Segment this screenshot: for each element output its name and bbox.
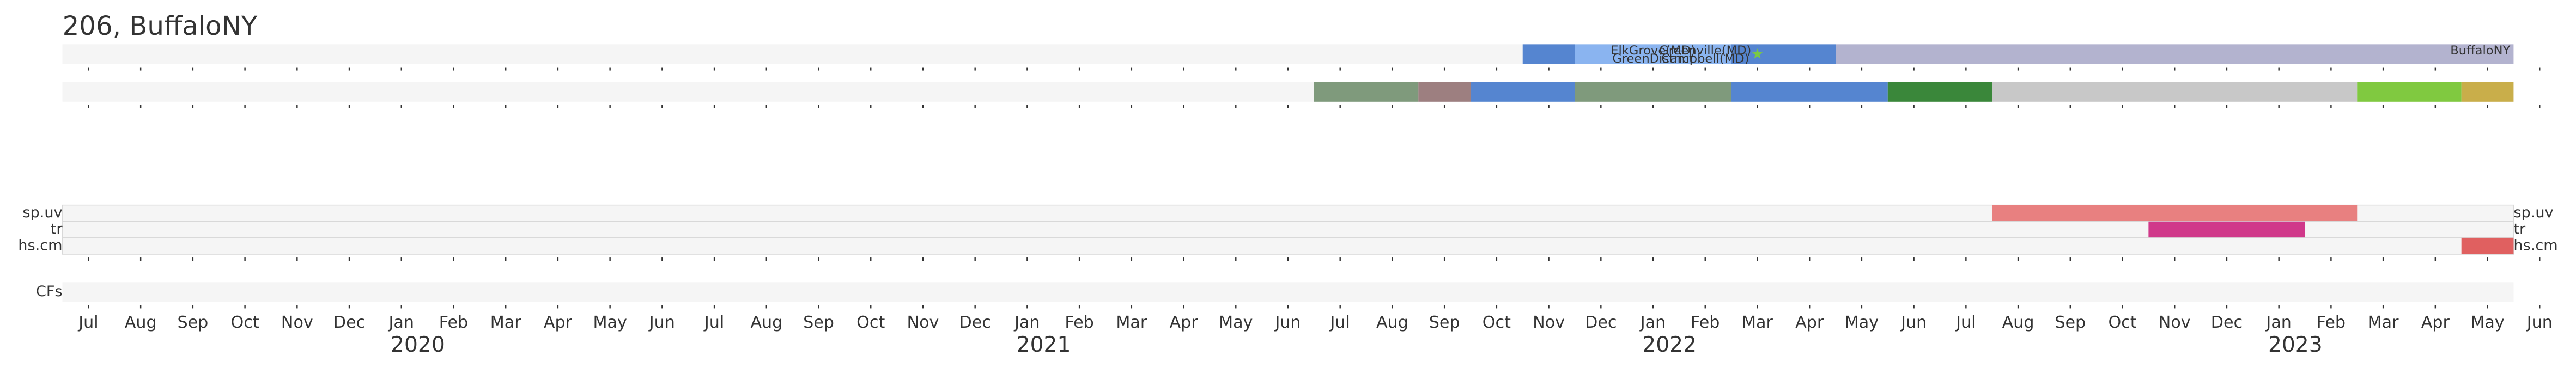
track-background bbox=[62, 221, 2514, 238]
x-tick-label: Jun bbox=[2526, 313, 2553, 332]
year-label: 2022 bbox=[1642, 333, 1697, 357]
x-tick-label: Jun bbox=[1274, 313, 1301, 332]
x-tick-label: Sep bbox=[2055, 313, 2086, 332]
x-tick-label: Jul bbox=[77, 313, 98, 332]
bar bbox=[2357, 82, 2462, 102]
x-tick-label: Jun bbox=[1900, 313, 1927, 332]
year-label: 2023 bbox=[2268, 333, 2323, 357]
bar bbox=[1418, 82, 1471, 102]
track-label-right: tr bbox=[2513, 220, 2526, 237]
x-tick-label: May bbox=[1845, 313, 1879, 332]
x-tick-label: Nov bbox=[907, 313, 939, 332]
x-tick-label: Apr bbox=[1169, 313, 1198, 332]
bar bbox=[1575, 82, 1731, 102]
track-background bbox=[62, 282, 2514, 302]
x-tick-label: Sep bbox=[177, 313, 208, 332]
x-tick-label: Jan bbox=[1639, 313, 1666, 332]
track-label-right: hs.cm bbox=[2513, 237, 2557, 254]
track-label: sp.uv bbox=[22, 204, 62, 221]
x-tick-label: May bbox=[1219, 313, 1253, 332]
bar bbox=[2461, 82, 2514, 102]
bar bbox=[1522, 44, 1575, 64]
x-tick-label: Mar bbox=[490, 313, 521, 332]
bar bbox=[1836, 44, 2514, 64]
year-label: 2021 bbox=[1017, 333, 1071, 357]
bar bbox=[2148, 221, 2305, 238]
x-tick-label: Jul bbox=[703, 313, 724, 332]
track-label: hs.cm bbox=[18, 237, 62, 254]
x-tick-label: Mar bbox=[2368, 313, 2399, 332]
marker-star bbox=[1752, 48, 1763, 59]
x-tick-label: Apr bbox=[2421, 313, 2450, 332]
x-tick-label: Aug bbox=[2002, 313, 2034, 332]
x-tick-label: Jun bbox=[648, 313, 675, 332]
bar bbox=[1471, 82, 1575, 102]
annotation: ElkGrove(MD) bbox=[1611, 44, 1696, 58]
x-tick-label: Dec bbox=[959, 313, 991, 332]
x-tick-label: Apr bbox=[544, 313, 573, 332]
x-tick-label: Dec bbox=[2211, 313, 2243, 332]
x-tick-label: Nov bbox=[1533, 313, 1565, 332]
annotation: GreenDistrict bbox=[1612, 52, 1694, 66]
bar bbox=[2461, 237, 2514, 255]
track-label-right: sp.uv bbox=[2513, 204, 2553, 221]
track-background bbox=[62, 237, 2514, 255]
x-tick-label: Oct bbox=[231, 313, 259, 332]
bar bbox=[1992, 82, 2358, 102]
x-tick-label: Oct bbox=[1483, 313, 1511, 332]
bar bbox=[1731, 44, 1836, 64]
x-tick-label: Nov bbox=[281, 313, 313, 332]
x-tick-label: Sep bbox=[803, 313, 834, 332]
x-tick-label: Jan bbox=[2265, 313, 2291, 332]
bar bbox=[1575, 44, 1731, 64]
x-tick-label: Aug bbox=[750, 313, 782, 332]
x-tick-label: Aug bbox=[125, 313, 157, 332]
bar bbox=[1887, 82, 1992, 102]
x-tick-label: May bbox=[593, 313, 627, 332]
x-tick-label: Nov bbox=[2159, 313, 2191, 332]
x-tick-label: Jan bbox=[1013, 313, 1040, 332]
year-label: 2020 bbox=[391, 333, 445, 357]
x-tick-label: Mar bbox=[1742, 313, 1773, 332]
bar bbox=[1992, 205, 2358, 222]
x-tick-label: May bbox=[2470, 313, 2504, 332]
x-tick-label: Oct bbox=[2108, 313, 2136, 332]
x-tick-label: Feb bbox=[439, 313, 468, 332]
x-tick-label: Sep bbox=[1429, 313, 1460, 332]
annotation: Greenville(MD) bbox=[1659, 44, 1751, 58]
x-tick-label: Jul bbox=[1955, 313, 1976, 332]
chart-body: 206, BuffaloNY BuffaloNY ElkGrove(MD)Gree… bbox=[18, 11, 2557, 357]
bar bbox=[1314, 82, 1419, 102]
track-label: CFs bbox=[36, 283, 63, 300]
x-tick-label: Feb bbox=[2317, 313, 2346, 332]
x-tick-label: Feb bbox=[1065, 313, 1093, 332]
x-tick-label: Jan bbox=[388, 313, 414, 332]
x-tick-label: Apr bbox=[1795, 313, 1824, 332]
x-tick-label: Oct bbox=[856, 313, 885, 332]
x-tick-label: Dec bbox=[1585, 313, 1617, 332]
track-label: tr bbox=[51, 220, 63, 237]
x-tick-label: Mar bbox=[1116, 313, 1147, 332]
x-tick-label: Aug bbox=[1376, 313, 1408, 332]
x-tick-label: Feb bbox=[1691, 313, 1720, 332]
bar-label: BuffaloNY bbox=[2450, 44, 2510, 58]
x-tick-label: Jul bbox=[1329, 313, 1350, 332]
x-tick-label: Dec bbox=[333, 313, 365, 332]
annotation: Campbell(MD) bbox=[1661, 52, 1749, 66]
bar bbox=[1731, 82, 1888, 102]
chart-title: 206, BuffaloNY bbox=[63, 11, 258, 41]
